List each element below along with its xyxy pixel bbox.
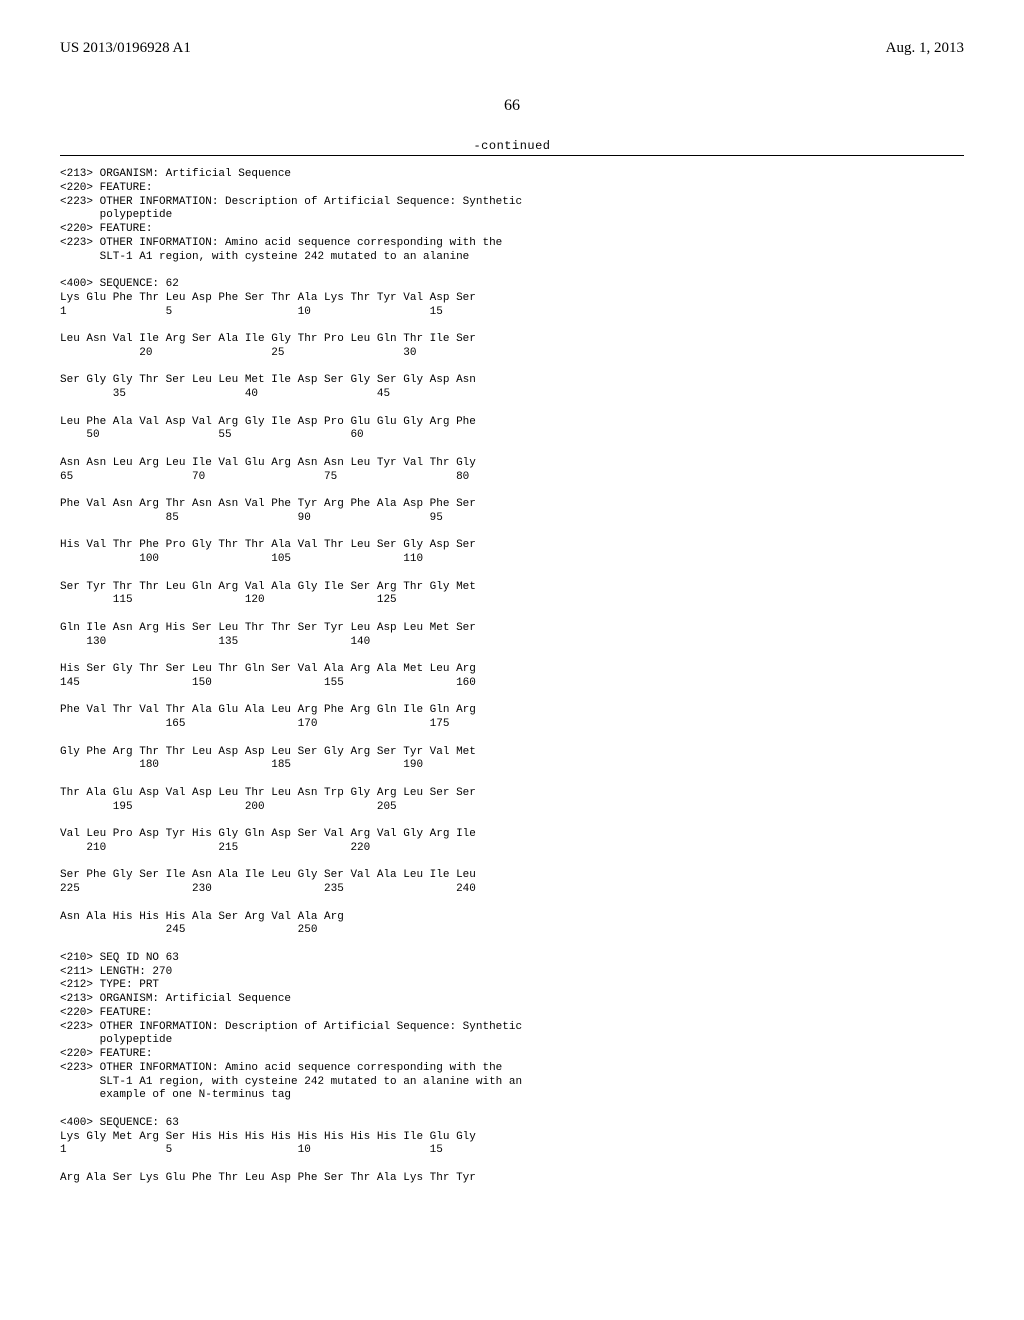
sequence-62-metadata: <213> ORGANISM: Artificial Sequence <220… [60,168,964,292]
top-rule [60,155,964,156]
page-header: US 2013/0196928 A1 Aug. 1, 2013 [60,40,964,57]
sequence-63-body: Lys Gly Met Arg Ser His His His His His … [60,1131,964,1186]
page-number: 66 [60,97,964,115]
publication-date: Aug. 1, 2013 [886,40,964,57]
publication-number: US 2013/0196928 A1 [60,40,191,57]
continued-label: -continued [60,139,964,153]
sequence-62-body: Lys Glu Phe Thr Leu Asp Phe Ser Thr Ala … [60,292,964,952]
sequence-63-metadata: <210> SEQ ID NO 63 <211> LENGTH: 270 <21… [60,952,964,1131]
